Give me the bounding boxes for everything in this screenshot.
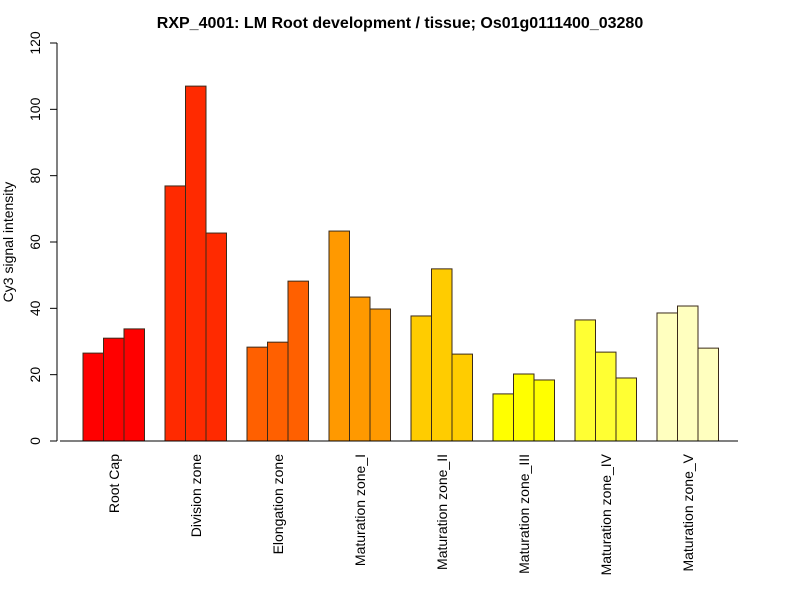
bar — [656, 312, 678, 442]
bar — [677, 305, 699, 442]
bar — [82, 352, 104, 442]
bar — [103, 337, 125, 442]
x-category-label: Maturation zone_I — [352, 454, 368, 566]
x-category-label: Maturation zone_II — [434, 454, 450, 570]
x-category-label: Maturation zone_III — [516, 454, 532, 574]
bar — [123, 328, 145, 442]
bar — [492, 393, 514, 442]
y-tick-label: 100 — [27, 97, 43, 121]
bar — [615, 377, 637, 442]
bar — [369, 308, 391, 442]
bar — [246, 346, 268, 442]
bar — [533, 379, 555, 442]
bar — [410, 315, 432, 442]
bar — [595, 351, 617, 442]
y-tick-label: 60 — [27, 234, 43, 250]
bar — [328, 230, 350, 442]
y-tick-label: 20 — [27, 367, 43, 383]
bar — [574, 319, 596, 442]
y-axis-label: Cy3 signal intensity — [0, 182, 16, 303]
bar — [205, 232, 227, 442]
category-labels: Root Cap Division zone Elongation zone Matu… — [106, 453, 696, 575]
bar — [451, 353, 473, 442]
x-category-label: Maturation zone_V — [680, 453, 696, 571]
bar — [185, 85, 207, 442]
bar — [431, 268, 453, 442]
bar — [164, 185, 186, 442]
y-tick-label: 0 — [27, 437, 43, 445]
x-category-label: Elongation zone — [270, 454, 286, 555]
bar — [349, 296, 371, 442]
chart-title: RXP_4001: LM Root development / tissue; … — [157, 15, 644, 32]
y-axis: 0 20 40 60 80 100 120 — [27, 31, 58, 445]
y-tick-label: 120 — [27, 31, 43, 55]
bar — [267, 341, 289, 442]
y-tick-label: 40 — [27, 300, 43, 316]
bar — [697, 347, 719, 442]
bar — [513, 373, 535, 442]
bars — [82, 85, 719, 442]
x-category-label: Maturation zone_IV — [598, 453, 614, 575]
x-category-label: Division zone — [188, 454, 204, 537]
y-tick-label: 80 — [27, 168, 43, 184]
bar — [287, 280, 309, 442]
x-category-label: Root Cap — [106, 454, 122, 513]
